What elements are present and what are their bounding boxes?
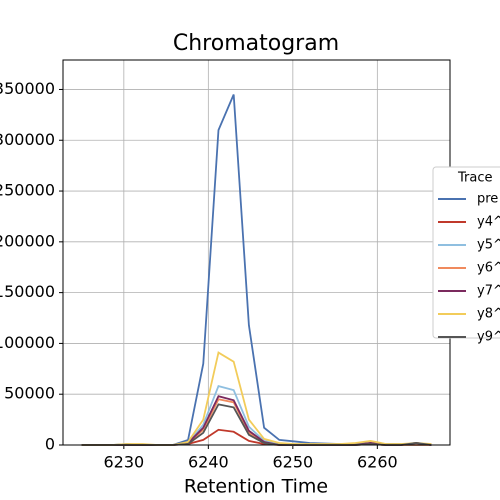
y-tick-label: 250000 <box>0 181 55 200</box>
x-axis-label: Retention Time <box>184 476 328 498</box>
legend-label: y9^ <box>477 330 500 345</box>
x-tick-label: 6230 <box>103 453 144 472</box>
chart-title: Chromatogram <box>173 31 339 56</box>
legend-title: Trace <box>457 171 493 186</box>
data-line <box>81 94 432 446</box>
y-tick-label: 300000 <box>0 130 55 149</box>
data-line <box>81 351 432 446</box>
y-tick-label: 50000 <box>4 384 55 403</box>
y-tick-label: 200000 <box>0 231 55 250</box>
x-tick-label: 6250 <box>272 453 313 472</box>
legend-label: y6^ <box>477 261 500 276</box>
legend-label: y7^ <box>477 284 500 299</box>
x-tick-label: 6240 <box>188 453 229 472</box>
y-tick-label: 350000 <box>0 79 55 98</box>
plot-frame <box>62 59 451 446</box>
x-tick-label: 6260 <box>357 453 398 472</box>
y-tick-label: 100000 <box>0 333 55 352</box>
legend-box <box>432 166 500 339</box>
y-tick-label: 150000 <box>0 282 55 301</box>
legend-label: y5^ <box>477 238 500 253</box>
data-line <box>81 403 432 446</box>
legend-label: pre <box>477 192 498 207</box>
legend-label: y4^ <box>477 215 500 230</box>
legend-label: y8^ <box>477 307 500 322</box>
y-tick-label: 0 <box>45 435 55 454</box>
